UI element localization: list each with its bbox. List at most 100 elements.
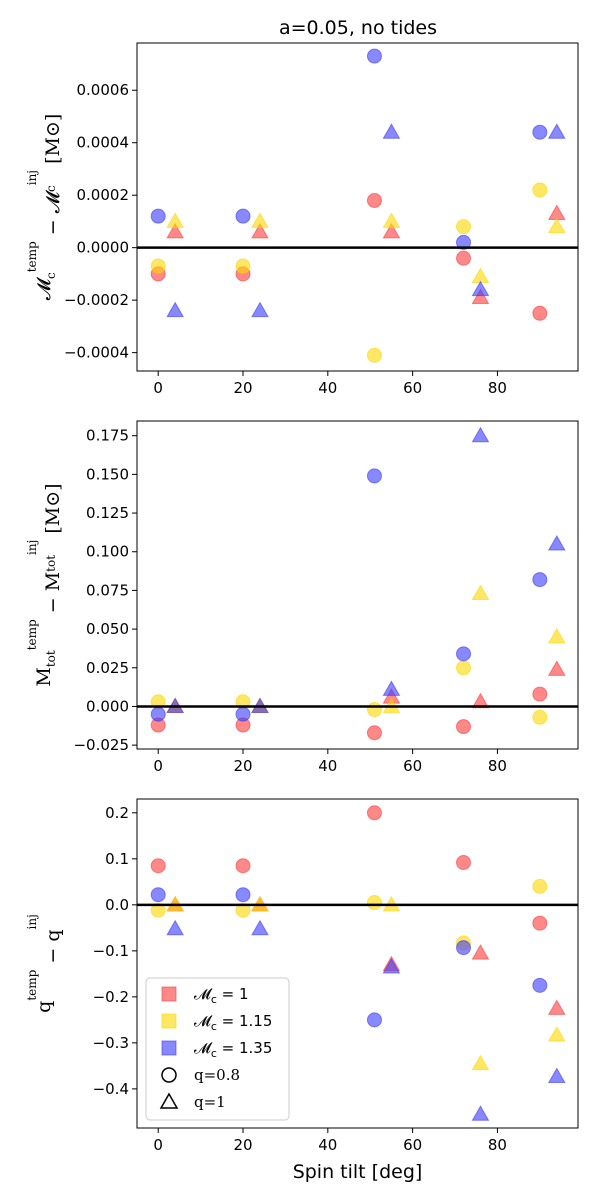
data-point — [456, 219, 472, 235]
legend-label-main: q=0.8 — [194, 1066, 240, 1084]
data-point — [366, 48, 382, 64]
legend-label: 𝓜c = 1.15 — [194, 1012, 272, 1033]
x-tick-label: 40 — [318, 379, 337, 397]
y-label-part-main: M — [33, 667, 55, 686]
legend-marker — [161, 1013, 177, 1029]
legend-label: q=1 — [194, 1093, 226, 1111]
data-point — [251, 919, 269, 936]
x-tick-label: 0 — [153, 1136, 163, 1154]
data-point — [150, 858, 166, 874]
x-tick-label: 40 — [318, 1136, 337, 1154]
x-tick-label: 0 — [153, 757, 163, 775]
y-tick-label: 0.1 — [105, 850, 129, 868]
data-point — [150, 887, 166, 903]
y-label-part-sup: temp — [25, 619, 39, 650]
y-tick-label: 0.000 — [86, 697, 129, 715]
y-tick-label: −0.1 — [93, 942, 129, 960]
data-point — [456, 854, 472, 870]
data-point — [532, 305, 548, 321]
legend-box — [145, 977, 290, 1121]
y-tick-label: 0.0000 — [77, 239, 130, 257]
legend-label: 𝓜c = 1.35 — [194, 1039, 272, 1060]
y-tick-label: −0.025 — [73, 736, 129, 754]
y-tick-label: 0.100 — [86, 543, 129, 561]
series-0 — [150, 805, 548, 931]
data-point — [150, 258, 166, 274]
data-point — [166, 222, 185, 239]
data-point — [382, 123, 401, 139]
data-point — [366, 805, 382, 821]
y-label-part-sup: temp — [25, 241, 39, 272]
data-point — [547, 123, 566, 139]
data-point — [456, 250, 472, 266]
data-point — [382, 680, 401, 696]
y-tick-label: 0.2 — [105, 804, 129, 822]
legend-label-rest: = 1.15 — [217, 1012, 273, 1030]
data-point — [456, 660, 472, 676]
series-3 — [166, 204, 566, 305]
panel-middle: 0 20 40 60 80 −0.025 0.000 0.025 0.050 0.075 0.100… — [25, 420, 579, 775]
x-tick-label: 20 — [233, 757, 252, 775]
y-label-part-sub: c — [44, 272, 58, 279]
y-tick-label: 0.050 — [86, 620, 129, 638]
legend-marker — [161, 1040, 177, 1056]
data-point — [547, 534, 566, 551]
series-2 — [150, 887, 548, 1028]
data-point — [547, 660, 566, 676]
data-point — [366, 895, 382, 911]
data-point — [235, 208, 251, 224]
axes-frame — [136, 420, 579, 750]
y-tick-label: −0.0002 — [64, 291, 129, 309]
data-point — [532, 124, 548, 140]
x-tick-label: 80 — [488, 379, 507, 397]
y-tick-label: −0.3 — [93, 1034, 129, 1052]
data-point — [456, 234, 472, 250]
y-label-part-unit: [M⊙] — [42, 483, 64, 539]
data-point — [532, 572, 548, 588]
y-label-part-main: q — [33, 1001, 55, 1013]
y-label-part-sup2: inj — [25, 170, 39, 185]
y-label-part-sub2: c — [44, 185, 58, 192]
data-point — [532, 182, 548, 198]
data-point — [547, 1067, 566, 1083]
y-tick-label: 0.075 — [86, 581, 129, 599]
x-axis-label: Spin tilt [deg] — [293, 1161, 423, 1183]
data-point — [366, 347, 382, 363]
series-5 — [166, 123, 566, 318]
y-tick-label: 0.025 — [86, 659, 129, 677]
data-point — [150, 706, 166, 722]
chart-title: a=0.05, no tides — [279, 17, 437, 39]
data-point — [471, 944, 490, 960]
data-point — [251, 212, 269, 228]
y-label-part-minus: − M — [42, 572, 64, 619]
data-point — [456, 719, 472, 735]
y-label-part-sub: tot — [44, 650, 58, 667]
legend-label-sub: c — [211, 1047, 217, 1060]
data-point — [456, 646, 472, 662]
data-point — [382, 212, 401, 228]
legend-label-main: q=1 — [194, 1093, 226, 1111]
data-point — [547, 1026, 566, 1042]
legend-label-main: 𝓜 — [194, 1039, 213, 1057]
x-tick-label: 60 — [403, 379, 422, 397]
data-point — [532, 977, 548, 993]
data-point — [532, 686, 548, 702]
data-point — [471, 584, 490, 601]
x-tick-label: 0 — [153, 379, 163, 397]
legend-label-main: 𝓜 — [194, 1012, 213, 1030]
y-label-part-minus: − 𝓜 — [42, 189, 64, 241]
legend-label-sub: c — [211, 1020, 217, 1033]
legend-entry: 𝓜c = 1.35 — [161, 1039, 272, 1060]
x-tick-label: 60 — [403, 757, 422, 775]
data-point — [471, 692, 490, 709]
data-point — [235, 902, 251, 918]
y-label-part-sup2: inj — [25, 914, 39, 929]
y-tick-label: 0.0 — [105, 896, 129, 914]
legend-label-rest: = 1.35 — [217, 1039, 273, 1057]
data-point — [166, 301, 185, 318]
data-point — [471, 1054, 490, 1071]
x-tick-label: 80 — [488, 1136, 507, 1154]
series-1 — [150, 182, 548, 363]
y-label-part-sup2: inj — [25, 540, 39, 555]
